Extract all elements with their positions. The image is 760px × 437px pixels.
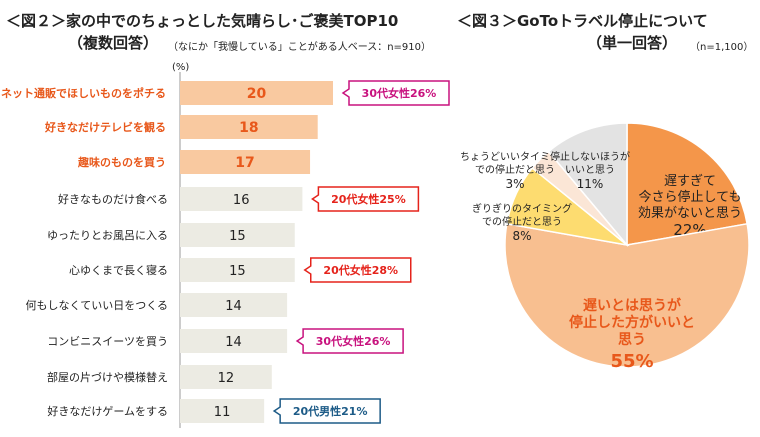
annotation-text: 30代女性26%	[362, 86, 437, 100]
bar	[180, 329, 288, 353]
category-label: 心ゆくまで長く寝る	[69, 263, 168, 277]
data-label: 12	[218, 371, 235, 386]
bar	[180, 293, 288, 317]
bar	[180, 187, 303, 211]
slice-value: 3%	[505, 177, 524, 191]
category-label: 好きなだけテレビを観る	[44, 120, 166, 134]
slice-value: 11%	[577, 177, 604, 191]
category-label: 部屋の片づけや模様替え	[47, 370, 168, 384]
data-label: 17	[235, 155, 254, 171]
slice-label: 停止しないほうがいいと思う	[550, 150, 630, 176]
annotation-text: 30代女性26%	[316, 334, 391, 348]
bar	[180, 223, 295, 247]
data-label: 14	[225, 335, 242, 350]
pie-chart-note: （n=1,100）	[690, 42, 754, 53]
annotation-text: 20代女性25%	[331, 192, 406, 206]
bar-chart-note: （なにか「我慢している」ことがある人ベース：n=910）	[168, 42, 432, 53]
annotation-text: 20代男性21%	[293, 404, 368, 418]
data-label: 18	[239, 120, 258, 136]
category-label: コンビニスイーツを買う	[47, 335, 168, 348]
category-label: 何もしなくていい日をつくる	[26, 299, 168, 312]
annotation-callout	[341, 80, 450, 106]
annotation-callout	[295, 328, 404, 354]
pie-slice	[504, 222, 750, 368]
bar	[180, 258, 295, 282]
bar-chart-subtitle: （複数回答）	[68, 34, 159, 52]
data-label: 16	[233, 193, 250, 208]
unit-label: (%)	[172, 62, 190, 73]
data-label: 15	[229, 264, 246, 279]
category-label: 好きなだけゲームをする	[47, 404, 168, 418]
slice-value: 8%	[512, 229, 531, 243]
data-label: 11	[214, 405, 231, 420]
category-label: ゆったりとお風呂に入る	[47, 229, 168, 242]
slice-label: 遅すぎて今さら停止しても効果がないと思う	[638, 174, 742, 221]
data-label: 14	[225, 299, 242, 314]
category-label: 趣味のものを買う	[77, 155, 166, 169]
slice-label: ぎりぎりのタイミングでの停止だと思う	[472, 202, 572, 228]
data-label: 20	[247, 86, 267, 102]
annotation-text: 20代女性28%	[323, 263, 398, 277]
annotation-callout	[272, 398, 381, 424]
pie-slice	[626, 122, 749, 246]
bar	[180, 81, 333, 105]
pie-chart-subtitle: （単一回答）	[587, 34, 678, 52]
category-label: ネット通販でほしいものをポチる	[1, 86, 166, 100]
slice-label: ちょうどいいタイミングでの停止だと思う	[460, 150, 570, 176]
annotation-callout	[303, 257, 412, 283]
bar	[180, 365, 272, 389]
annotation-callout	[311, 186, 420, 212]
bar	[180, 115, 318, 139]
slice-label: 遅いとは思うが停止した方がいいと思う	[569, 297, 695, 348]
bar	[180, 399, 265, 423]
pie-slice	[547, 122, 628, 248]
slice-value: 55%	[610, 351, 653, 372]
category-label: 好きなものだけ食べる	[58, 192, 168, 206]
bar-chart-title: ＜図２＞家の中でのちょっとした気晴らし･ご褒美TOP10	[6, 12, 399, 30]
data-label: 15	[229, 229, 246, 244]
pie-chart-title: ＜図３＞GoToトラベル停止について	[457, 12, 708, 30]
bar	[180, 150, 311, 174]
